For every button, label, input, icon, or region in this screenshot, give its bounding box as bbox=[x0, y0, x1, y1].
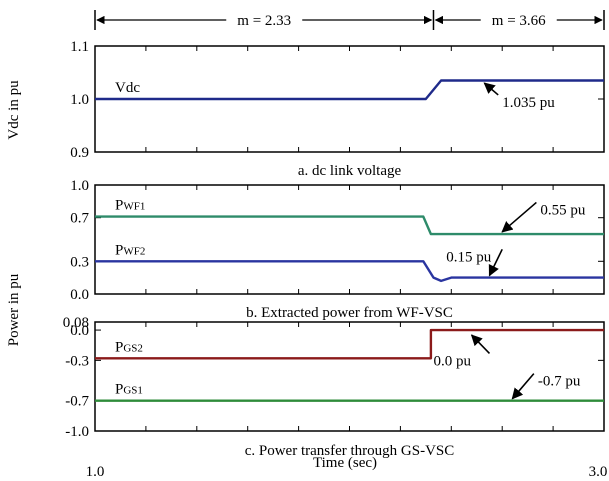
annotation-arrow bbox=[470, 334, 491, 354]
panel-caption: b. Extracted power from WF-VSC bbox=[246, 305, 453, 321]
y-tick-label: -1.0 bbox=[65, 424, 89, 440]
series-label: Vdc bbox=[115, 80, 140, 96]
series-label: PWF1 bbox=[115, 198, 145, 214]
mode-bar: m = 2.33 m = 3.66 bbox=[94, 10, 605, 30]
mode-label: m = 2.33 bbox=[237, 13, 291, 29]
value-annotation: 0.55 pu bbox=[540, 202, 586, 218]
value-annotation: 1.035 pu bbox=[502, 95, 555, 111]
y-tick-label: 0.3 bbox=[70, 254, 89, 270]
series-line-vdc bbox=[95, 79, 604, 101]
series-label-sub: WF2 bbox=[123, 245, 145, 257]
panel-caption: c. Power transfer through GS-VSC bbox=[245, 443, 455, 459]
series-label: PWF2 bbox=[115, 242, 145, 258]
y-tick-label: 0.9 bbox=[70, 145, 89, 161]
series-label-sub: GS2 bbox=[123, 342, 143, 354]
y-tick-label: 0.0 bbox=[70, 287, 89, 303]
annotation-arrow bbox=[488, 248, 503, 277]
x-tick-label-start: 1.0 bbox=[86, 464, 105, 480]
panel-caption: a. dc link voltage bbox=[298, 163, 402, 179]
y-tick-label: 1.1 bbox=[70, 39, 89, 55]
y-tick-label: 1.0 bbox=[70, 92, 89, 108]
annotation-arrow bbox=[511, 373, 535, 400]
series-label-sub: WF1 bbox=[123, 201, 145, 213]
y-tick-label: 0.7 bbox=[70, 211, 89, 227]
x-axis-label: Time (sec) bbox=[313, 455, 377, 471]
value-annotation: 0.0 pu bbox=[433, 353, 471, 369]
y-tick-label: 0.08 bbox=[63, 315, 89, 331]
annotation-arrow bbox=[501, 201, 537, 233]
y-tick-label: -0.7 bbox=[65, 394, 89, 410]
series-label: PGS1 bbox=[115, 382, 143, 398]
x-tick-label-end: 3.0 bbox=[589, 464, 608, 480]
y-tick-label: 1.0 bbox=[70, 178, 89, 194]
y-tick-label: -0.3 bbox=[65, 353, 89, 369]
mode-label: m = 3.66 bbox=[492, 13, 546, 29]
y-axis-label-a: Vdc in pu bbox=[6, 80, 22, 140]
series-line-pwf2 bbox=[95, 260, 604, 283]
value-annotation: -0.7 pu bbox=[538, 374, 581, 390]
series-label-sub: GS1 bbox=[123, 385, 143, 397]
series-line-pwf1 bbox=[95, 215, 604, 236]
plot-frame bbox=[94, 321, 605, 432]
panel-b: 1.0 0.7 0.3 0.0 PWF1 PWF2 0.55 pu 0.15 pu b. Ext… bbox=[70, 178, 605, 321]
series-label: PGS2 bbox=[115, 339, 143, 355]
annotation-arrow bbox=[483, 82, 499, 96]
series-line-pgs2 bbox=[95, 328, 604, 360]
value-annotation: 0.15 pu bbox=[446, 249, 492, 265]
panel-a: 1.1 1.0 0.9 Vdc 1.035 pu a. dc link voltage bbox=[70, 39, 605, 179]
y-tick-label: 0.0 bbox=[70, 323, 89, 339]
panel-c: 0.080.0 -0.3 -0.7 -1.0 PGS2 PGS1 0.0 pu -0.7 pu… bbox=[63, 315, 605, 459]
y-axis-label-power: Power in pu bbox=[6, 273, 22, 346]
